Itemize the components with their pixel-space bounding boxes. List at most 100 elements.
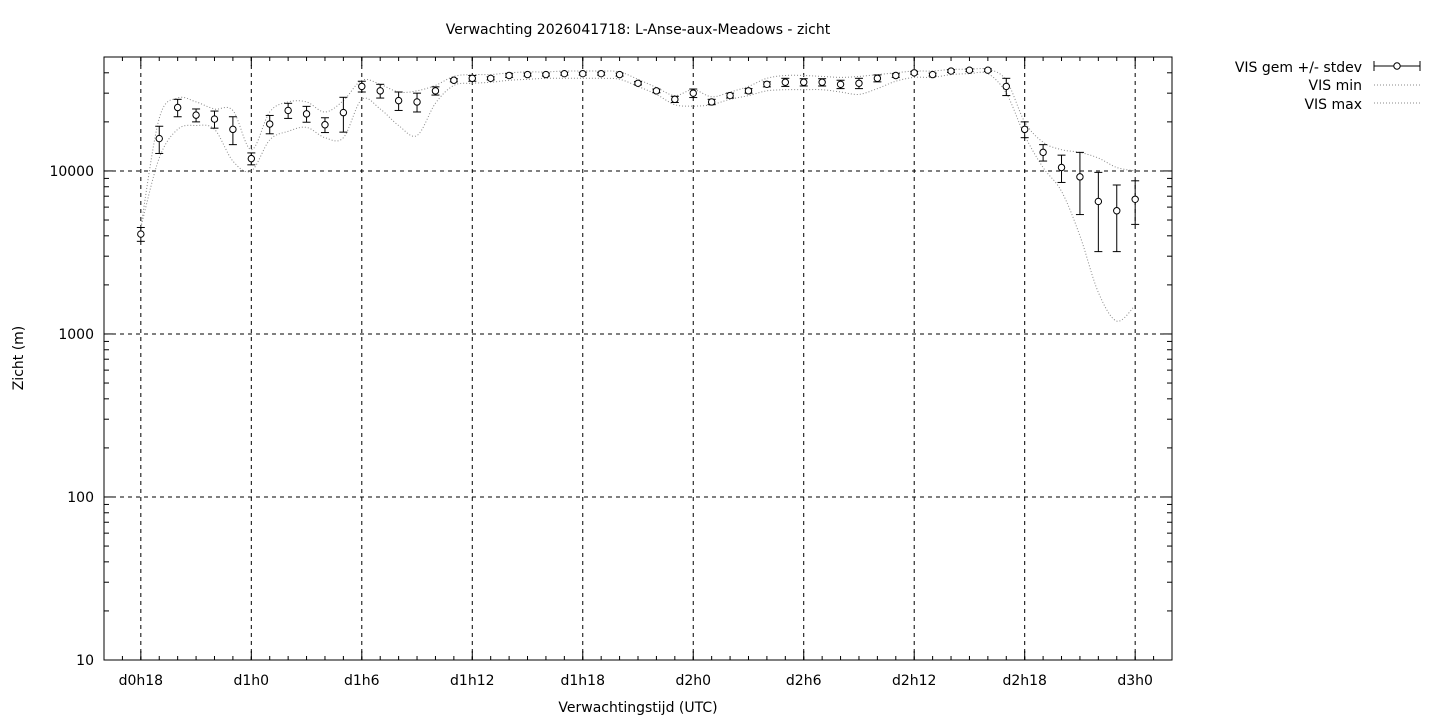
legend: VIS gem +/- stdev VIS min VIS max [1235, 60, 1421, 113]
vis-mean-point [1057, 154, 1066, 183]
mean-marker [155, 134, 163, 143]
vis-mean-point [670, 95, 679, 104]
vis-mean-point [320, 117, 329, 134]
mean-marker [1131, 195, 1139, 203]
mean-marker [1002, 82, 1010, 91]
mean-marker [229, 125, 237, 134]
vis-mean-point [744, 87, 753, 95]
vis-mean-point [339, 96, 348, 133]
mean-marker [873, 74, 882, 83]
vis-mean-point [210, 110, 219, 129]
vis-mean-point [634, 79, 642, 87]
vis-mean-point [983, 66, 992, 74]
vis-mean-point [357, 80, 366, 93]
vis-mean-point [505, 71, 514, 80]
mean-marker [486, 74, 495, 83]
vis-mean-point [689, 88, 698, 99]
x-tick-label: d2h18 [1002, 673, 1046, 689]
x-tick-label: d0h18 [119, 673, 163, 689]
vis-mean-point [597, 69, 606, 78]
mean-marker [763, 80, 771, 89]
y-tick-label: 10000 [49, 164, 94, 180]
x-tick-label: d2h6 [786, 673, 822, 689]
chart-title: Verwachting 2026041718: L-Anse-aux-Meado… [446, 22, 831, 38]
vis-mean-point [155, 125, 164, 154]
mean-marker [744, 87, 753, 95]
mean-marker [192, 111, 200, 119]
vis-mean-point [541, 70, 550, 79]
x-axis-label: Verwachtingstijd (UTC) [558, 700, 717, 716]
mean-marker [266, 120, 274, 128]
vis-mean-point [1020, 121, 1029, 139]
vis-mean-point [228, 116, 237, 146]
vis-max-line [140, 68, 1136, 228]
vis-mean-point [431, 86, 440, 96]
mean-marker [560, 69, 569, 78]
mean-marker [210, 115, 219, 123]
vis-mean-point [707, 98, 716, 106]
vis-mean-point [615, 70, 624, 79]
y-tick-label: 1000 [58, 327, 94, 343]
mean-marker [523, 70, 532, 79]
vis-mean-point [394, 91, 403, 111]
mean-marker [247, 154, 256, 163]
mean-marker [468, 74, 476, 83]
x-axis-ticks: d0h18 d1h0 d1h6 d1h12 d1h18 d2h0 d2h6 d2h12 d2h1… [103, 57, 1173, 689]
legend-key-mean [1373, 61, 1421, 71]
legend-label-max: VIS max [1304, 97, 1362, 113]
vis-mean-point [762, 80, 771, 89]
mean-marker [597, 69, 605, 78]
vis-mean-point [652, 87, 661, 95]
vis-mean-point [486, 74, 495, 83]
x-tick-label: d3h0 [1117, 673, 1153, 689]
mean-marker [173, 103, 182, 112]
vis-mean-point [578, 69, 587, 78]
vis-mean-point [1131, 180, 1140, 225]
mean-marker [892, 71, 900, 80]
mean-marker [1113, 207, 1121, 215]
mean-marker [947, 67, 955, 75]
vis-mean-point [449, 76, 458, 84]
mean-marker [339, 108, 348, 117]
mean-marker [394, 96, 403, 105]
mean-marker [376, 87, 384, 95]
vis-mean-point [1039, 144, 1048, 162]
vis-mean-point [818, 78, 827, 87]
vis-mean-point [799, 78, 808, 87]
mean-marker [505, 71, 513, 80]
mean-marker [707, 98, 716, 106]
vis-mean-point [965, 66, 974, 74]
vis-mean-point [247, 152, 256, 166]
vis-mean-point [560, 69, 569, 78]
vis-mean-point [726, 91, 735, 100]
vis-mean-point [136, 226, 145, 242]
mean-marker [800, 78, 808, 86]
plot-area-border [103, 56, 1173, 661]
vis-mean-point [1002, 77, 1011, 97]
x-tick-label: d1h6 [344, 673, 380, 689]
mean-marker [836, 80, 845, 89]
vis-mean-point [173, 98, 182, 118]
vis-mean-point [302, 105, 311, 123]
mean-marker [965, 66, 974, 74]
x-tick-label: d2h12 [892, 673, 936, 689]
vis-mean-point [1075, 151, 1084, 216]
legend-label-min: VIS min [1309, 78, 1362, 94]
mean-marker [542, 70, 550, 79]
mean-marker [671, 95, 679, 104]
x-tick-label: d2h0 [675, 673, 711, 689]
vis-mean-point [891, 71, 900, 80]
mean-marker [302, 110, 311, 118]
vis-mean-point [854, 77, 863, 90]
vis-mean-point [1112, 184, 1121, 253]
mean-marker [689, 89, 697, 97]
vis-mean-point [284, 102, 293, 119]
vis-mean-point [376, 83, 385, 99]
mean-marker [781, 78, 790, 86]
vis-mean-point [836, 79, 845, 90]
vis-max-series [140, 68, 1136, 228]
vis-mean-point [781, 77, 790, 87]
mean-marker [910, 69, 918, 77]
y-tick-label: 100 [67, 490, 94, 506]
